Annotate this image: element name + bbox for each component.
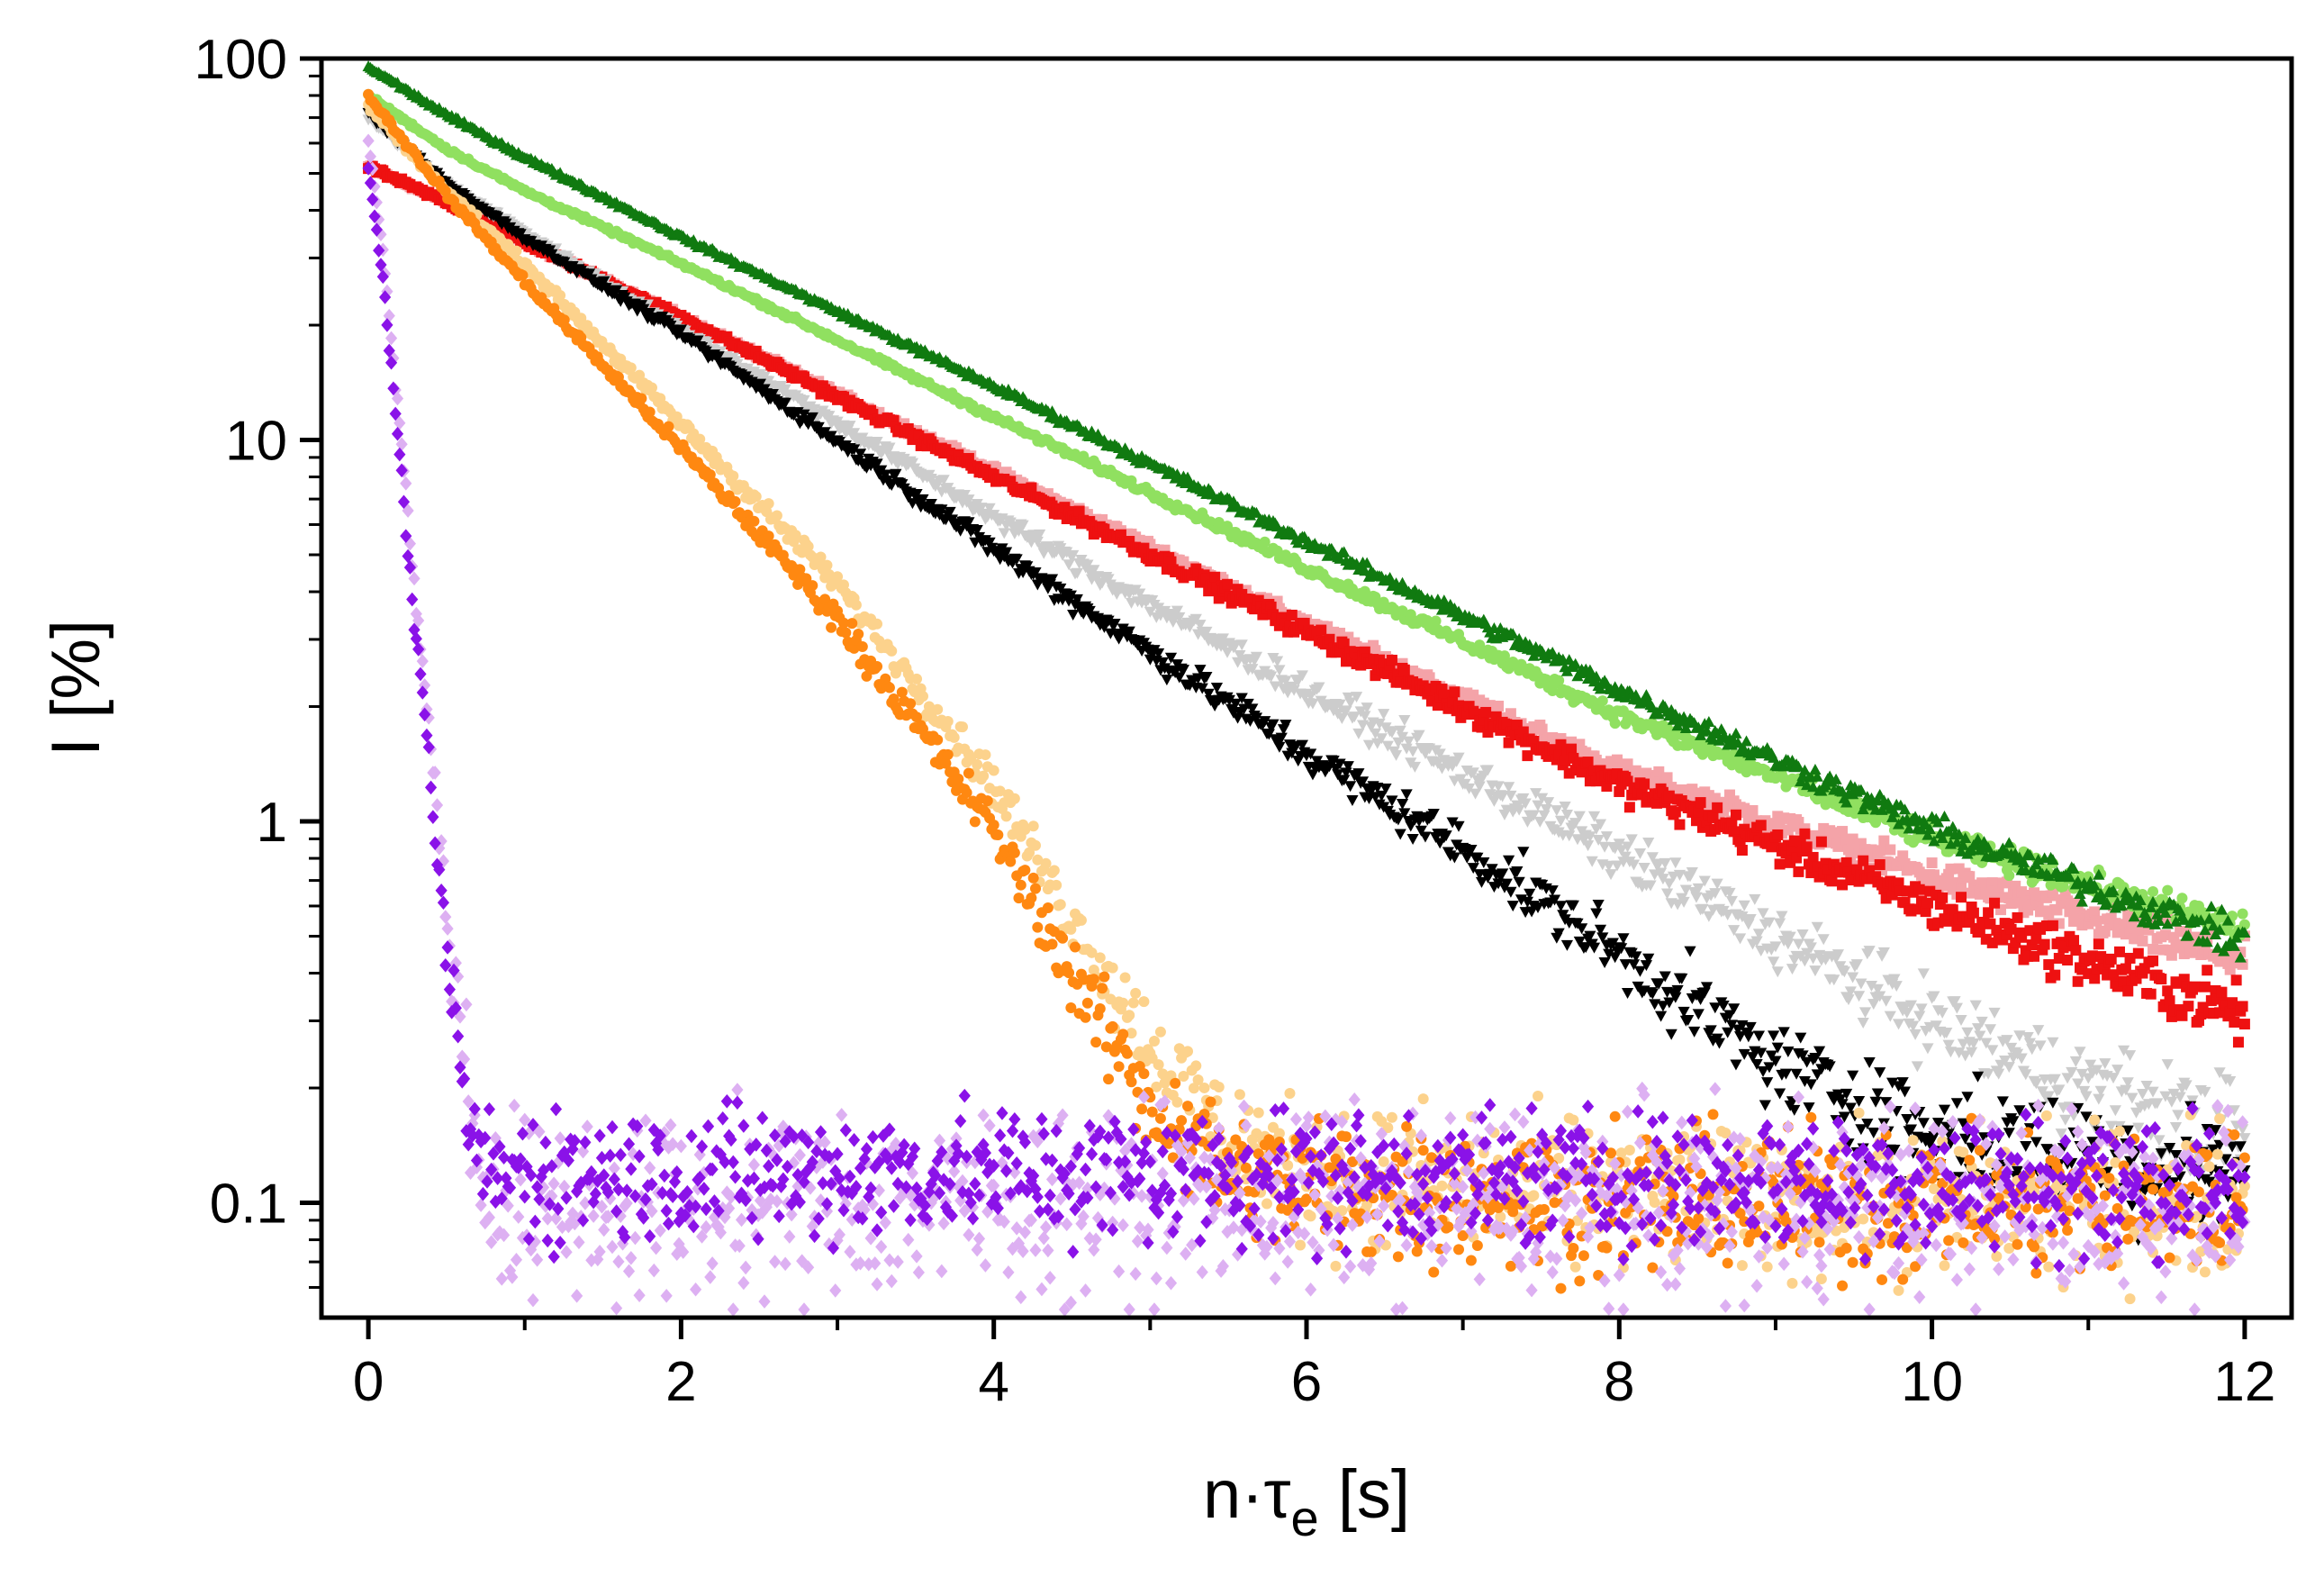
data-point — [2072, 975, 2084, 987]
data-point — [1222, 578, 1234, 590]
data-point — [1983, 907, 1994, 919]
data-point — [1730, 809, 1741, 820]
data-point — [2148, 885, 2159, 897]
data-point — [1989, 897, 2001, 909]
data-point — [2070, 945, 2082, 956]
data-point — [2224, 1006, 2236, 1018]
data-point — [2162, 884, 2174, 896]
data-point — [1837, 826, 1849, 838]
data-point — [2003, 870, 2015, 882]
data-point — [2012, 911, 2023, 923]
data-point — [1937, 892, 1949, 903]
data-point — [2230, 974, 2242, 986]
data-point — [2199, 981, 2211, 992]
data-point — [1623, 802, 1635, 813]
data-point — [1801, 841, 1813, 853]
data-point — [1536, 723, 1548, 735]
data-point — [1736, 845, 1748, 856]
data-point — [2049, 969, 2061, 981]
data-point — [1386, 654, 1397, 666]
data-point — [2164, 995, 2175, 1007]
data-point — [1674, 819, 1686, 830]
data-point — [2183, 1001, 2194, 1012]
data-point — [2093, 938, 2104, 950]
data-point — [2202, 965, 2213, 976]
data-point — [2043, 959, 2055, 971]
data-point — [1712, 802, 1723, 813]
data-point — [1449, 686, 1460, 698]
data-point — [1661, 772, 1673, 784]
data-point — [2039, 938, 2050, 950]
series-layer — [362, 60, 2251, 1317]
data-point — [1316, 624, 1327, 636]
data-point — [1755, 820, 1767, 831]
data-point — [2238, 1019, 2250, 1030]
data-point — [1874, 845, 1885, 856]
data-point — [2122, 985, 2134, 997]
data-point — [2156, 974, 2167, 985]
data-point — [2189, 981, 2201, 992]
data-point — [2137, 935, 2148, 947]
data-point — [1695, 797, 1706, 809]
data-point — [1885, 844, 1896, 856]
data-point — [1505, 708, 1516, 720]
data-point — [1799, 828, 1811, 839]
data-point — [2113, 946, 2125, 957]
data-point — [1793, 866, 1804, 877]
data-point — [1807, 851, 1819, 863]
data-point — [2089, 906, 2101, 918]
data-point — [1956, 892, 1967, 903]
data-point — [1398, 664, 1410, 675]
data-point — [1596, 695, 1608, 707]
data-point — [1286, 609, 1298, 621]
data-point — [1493, 701, 1505, 712]
data-point — [2176, 893, 2188, 904]
data-point — [2091, 915, 2102, 927]
data-point — [1926, 857, 1938, 869]
data-point — [2237, 1001, 2248, 1012]
data-point — [2089, 973, 2101, 984]
data-point — [1832, 840, 1844, 852]
data-point — [1858, 855, 1869, 866]
data-point — [2062, 955, 2074, 966]
data-point — [2176, 1010, 2188, 1021]
data-point — [1913, 884, 1925, 895]
data-point — [2132, 947, 2144, 959]
data-point — [2068, 935, 2080, 947]
data-point — [2145, 988, 2157, 1000]
data-point — [2216, 986, 2228, 998]
data-point — [1815, 836, 1827, 847]
data-point — [2047, 920, 2058, 931]
data-point — [1842, 844, 1854, 856]
data-point — [1566, 743, 1578, 755]
data-point — [1639, 778, 1650, 790]
data-point — [2229, 1016, 2240, 1028]
data-point — [1840, 856, 1852, 868]
data-point — [1747, 804, 1759, 816]
data-point — [1967, 907, 1979, 919]
data-point — [1772, 829, 1784, 840]
data-point — [2148, 943, 2159, 955]
data-point — [1622, 758, 1633, 770]
data-point — [1874, 859, 1885, 871]
data-point — [2148, 955, 2159, 966]
data-point — [2232, 1037, 2244, 1048]
data-point — [1653, 766, 1665, 777]
data-point — [1609, 718, 1621, 730]
data-point — [2237, 908, 2248, 920]
data-point — [1774, 858, 1786, 870]
data-point — [1480, 706, 1492, 718]
